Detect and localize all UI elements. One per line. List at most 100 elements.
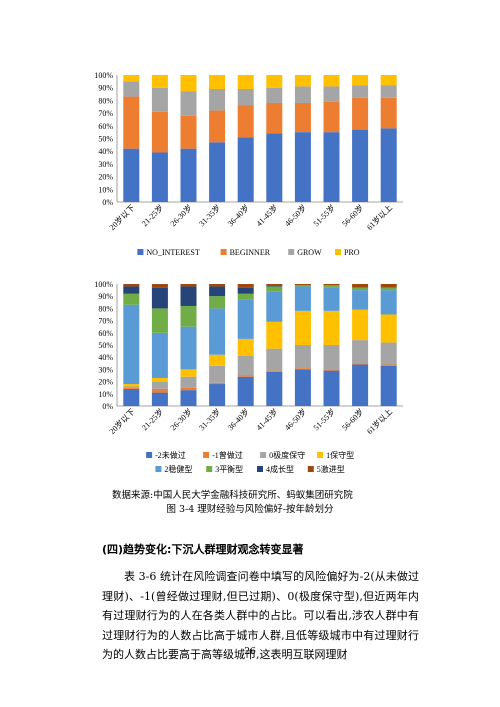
chart-age-experience: 0%10%20%30%40%50%60%70%80%90%100%20岁以下 21…: [94, 71, 403, 257]
legend-label: PRO: [344, 248, 360, 257]
bar-segment: [352, 284, 369, 288]
bar-segment: [151, 332, 168, 378]
y-tick-label: 30%: [98, 160, 113, 169]
chart-age-risk-preference: 0%10%20%30%40%50%60%70%80%90%100%20岁以下 21…: [94, 280, 403, 474]
legend-label: BEGINNER: [230, 248, 271, 257]
x-tick-label: 21-25岁: [139, 202, 165, 228]
bar-segment: [266, 371, 283, 406]
legend-label: GROW: [297, 248, 322, 257]
bar-segment: [323, 345, 340, 370]
bar-segment: [323, 285, 340, 288]
bar-segment: [237, 375, 254, 377]
figure-caption: 图 3-4 理财经验与风险偏好-按年龄划分: [166, 504, 334, 515]
bar-segment: [323, 132, 340, 202]
bar-segment: [294, 86, 311, 103]
legend-swatch: [260, 452, 267, 458]
bar-segment: [352, 364, 369, 406]
bar-segment: [180, 369, 197, 377]
y-tick-label: 0%: [102, 198, 113, 207]
bar-segment: [151, 392, 168, 406]
bar-segment: [323, 287, 340, 311]
bar-segment: [209, 382, 226, 385]
bar-segment: [209, 284, 226, 287]
x-tick-label: 26-30岁: [168, 202, 194, 228]
x-tick-label: 61岁以上: [364, 406, 394, 436]
legend-swatch: [220, 249, 227, 255]
bar-segment: [352, 290, 369, 310]
bar-segment: [151, 87, 168, 112]
bar-segment: [294, 102, 311, 133]
bar-segment: [123, 304, 140, 385]
bar-segment: [323, 369, 340, 371]
legend-swatch: [146, 452, 153, 458]
legend-label: 1保守型: [326, 450, 354, 460]
bar-segment: [352, 129, 369, 202]
bar-segment: [352, 340, 369, 364]
bar-segment: [180, 115, 197, 149]
bar-segment: [294, 310, 311, 345]
bar-segment: [266, 133, 283, 202]
bar-segment: [323, 86, 340, 102]
bar-segment: [266, 75, 283, 88]
x-tick-label: 41-45岁: [254, 406, 280, 432]
legend-swatch: [307, 466, 314, 472]
body-paragraph: 表 3-6 统计在风险调查问卷中填写的风险偏好为-2(从未做过理财)、-1(曾经…: [102, 570, 419, 661]
bar-segment: [237, 105, 254, 138]
legend-label: 4成长型: [266, 464, 294, 474]
y-tick-label: 90%: [98, 292, 113, 301]
bar-segment: [237, 355, 254, 376]
bar-segment: [380, 97, 397, 129]
y-tick-label: 70%: [98, 109, 113, 118]
x-tick-label: 61岁以上: [364, 202, 394, 232]
bar-segment: [380, 284, 397, 288]
bar-segment: [237, 293, 254, 300]
bar-segment: [151, 377, 168, 382]
bar-segment: [123, 286, 140, 294]
y-tick-label: 90%: [98, 84, 113, 93]
bar-segment: [294, 368, 311, 370]
y-tick-label: 0%: [102, 402, 113, 411]
bar-segment: [123, 386, 140, 388]
x-tick-label: 46-50岁: [282, 406, 308, 432]
bar-segment: [323, 75, 340, 87]
x-tick-label: 41-45岁: [254, 202, 280, 228]
bar-segment: [123, 96, 140, 149]
legend-swatch: [206, 466, 213, 472]
bar-segment: [323, 101, 340, 133]
bar-segment: [380, 75, 397, 86]
bar-segment: [180, 390, 197, 406]
bar-segment: [380, 128, 397, 202]
bar-segment: [380, 290, 397, 315]
legend-swatch: [155, 466, 162, 472]
bar-segment: [266, 321, 283, 349]
bar-segment: [294, 75, 311, 87]
bar-segment: [266, 284, 283, 286]
bar-segment: [294, 284, 311, 286]
x-tick-label: 31-35岁: [197, 406, 223, 432]
bar-segment: [237, 376, 254, 406]
bar-segment: [294, 369, 311, 406]
y-tick-label: 40%: [98, 353, 113, 362]
bar-segment: [209, 308, 226, 355]
bar-segment: [237, 137, 254, 202]
bar-segment: [209, 354, 226, 366]
bar-segment: [266, 102, 283, 134]
bar-segment: [380, 365, 397, 406]
bar-segment: [209, 75, 226, 89]
x-tick-label: 46-50岁: [282, 202, 308, 228]
bar-segment: [209, 296, 226, 309]
bar-segment: [151, 308, 168, 333]
x-tick-label: 36-40岁: [225, 406, 251, 432]
bar-segment: [323, 370, 340, 406]
bar-segment: [180, 387, 197, 391]
bar-segment: [123, 75, 140, 82]
x-tick-label: 56-60岁: [340, 406, 366, 432]
bar-segment: [294, 132, 311, 202]
bar-segment: [180, 286, 197, 306]
bar-segment: [380, 364, 397, 366]
bar-segment: [352, 75, 369, 86]
legend-swatch: [317, 452, 324, 458]
bar-segment: [123, 387, 140, 389]
bar-segment: [151, 287, 168, 309]
bar-segment: [380, 85, 397, 98]
